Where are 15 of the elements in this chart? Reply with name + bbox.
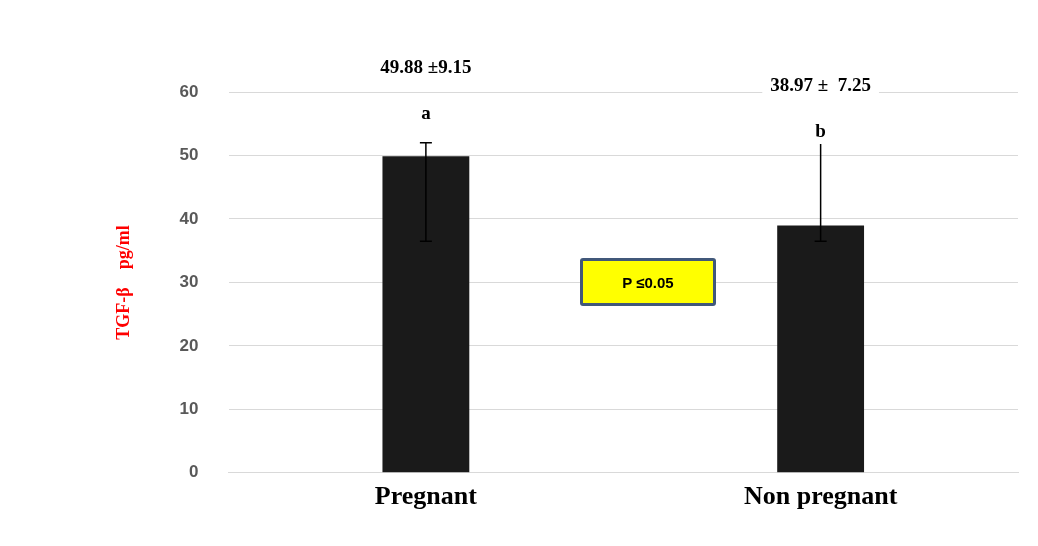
- x-tick-label: Non pregnant: [743, 481, 898, 511]
- y-tick-label: 50: [179, 145, 199, 165]
- y-tick-label: 10: [179, 399, 199, 419]
- y-tick-label: 0: [189, 462, 199, 482]
- y-axis-title: TGF-β pg/ml: [113, 225, 134, 340]
- label-box: P ≤0.05: [580, 258, 716, 306]
- y-tick-label: 60: [179, 81, 199, 101]
- y-tick-label: 20: [179, 335, 199, 355]
- annotation: b: [815, 119, 826, 141]
- x-tick-label: Pregnant: [374, 481, 478, 511]
- annotation: 38.97 ± 7.25: [770, 73, 871, 95]
- y-tick-label: 30: [179, 272, 199, 292]
- text: 49.88 ±9.15: [380, 55, 472, 77]
- annotation: a: [421, 101, 432, 123]
- y-tick-label: 40: [179, 208, 199, 228]
